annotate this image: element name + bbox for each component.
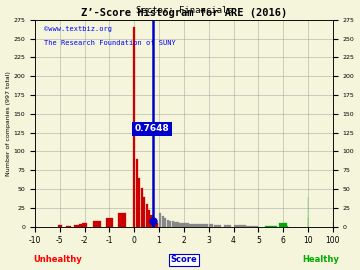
- Bar: [150, 215, 153, 227]
- Bar: [189, 224, 194, 227]
- Bar: [133, 27, 135, 227]
- Bar: [164, 218, 166, 227]
- Text: Score: Score: [171, 255, 197, 264]
- Bar: [136, 159, 138, 227]
- Bar: [145, 204, 148, 227]
- Bar: [82, 223, 87, 227]
- Bar: [174, 222, 179, 227]
- Bar: [224, 225, 231, 227]
- Bar: [156, 223, 158, 227]
- Bar: [140, 188, 143, 227]
- Bar: [172, 221, 174, 227]
- Bar: [167, 220, 169, 227]
- Text: Sector: Financials: Sector: Financials: [135, 6, 232, 15]
- Bar: [74, 225, 79, 227]
- Text: Unhealthy: Unhealthy: [33, 255, 82, 264]
- Text: Healthy: Healthy: [302, 255, 339, 264]
- Bar: [143, 197, 145, 227]
- Y-axis label: Number of companies (997 total): Number of companies (997 total): [5, 71, 10, 176]
- Bar: [209, 224, 213, 227]
- Bar: [118, 213, 126, 227]
- Bar: [106, 218, 113, 227]
- Bar: [34, 226, 36, 227]
- Bar: [199, 224, 203, 227]
- Bar: [246, 226, 258, 227]
- Bar: [58, 225, 62, 227]
- Bar: [194, 224, 198, 227]
- Bar: [279, 223, 287, 227]
- Text: ©www.textbiz.org: ©www.textbiz.org: [44, 26, 112, 32]
- Bar: [159, 213, 161, 227]
- Bar: [79, 224, 82, 227]
- Bar: [93, 221, 101, 227]
- Bar: [234, 225, 246, 227]
- Bar: [153, 221, 155, 227]
- Bar: [138, 178, 140, 227]
- Bar: [204, 224, 208, 227]
- Bar: [285, 226, 288, 227]
- Bar: [265, 226, 277, 227]
- Bar: [214, 225, 221, 227]
- Bar: [148, 210, 150, 227]
- Title: Z’-Score Histogram for ARE (2016): Z’-Score Histogram for ARE (2016): [81, 8, 287, 18]
- Bar: [162, 216, 164, 227]
- Text: 0.7648: 0.7648: [135, 124, 170, 133]
- Bar: [179, 223, 184, 227]
- Bar: [66, 226, 71, 227]
- Bar: [184, 223, 189, 227]
- Bar: [169, 221, 171, 227]
- Text: The Research Foundation of SUNY: The Research Foundation of SUNY: [44, 40, 176, 46]
